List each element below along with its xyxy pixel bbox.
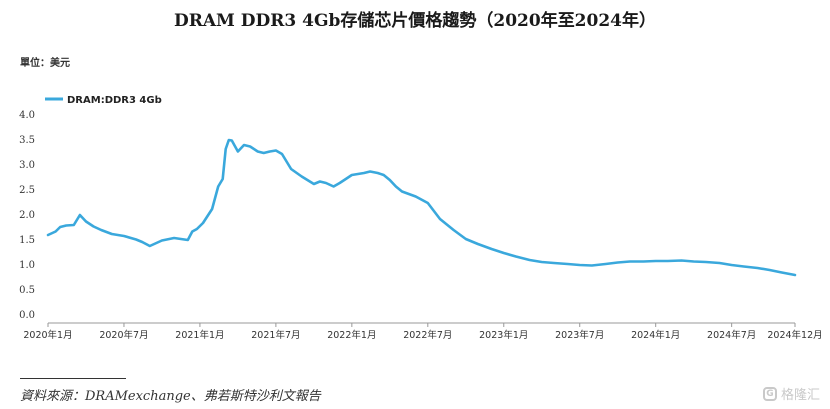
x-tick-label: 2022年1月: [327, 329, 376, 341]
y-tick-label: 2.5: [19, 185, 35, 196]
y-tick-label: 3.5: [19, 135, 35, 146]
y-tick-label: 3.0: [19, 160, 35, 171]
x-tick-label: 2023年1月: [479, 329, 528, 341]
x-tick-label: 2020年7月: [99, 329, 148, 341]
unit-label: 單位：美元: [20, 58, 70, 69]
watermark-text: 格隆汇: [780, 388, 820, 403]
watermark: G 格隆汇: [762, 384, 820, 403]
y-tick-label: 1.5: [19, 235, 35, 246]
x-tick-label: 2024年1月: [631, 329, 680, 341]
plot-area: [46, 138, 797, 277]
x-tick-label: 2021年7月: [251, 329, 300, 341]
y-tick-label: 2.0: [19, 210, 35, 221]
x-tick-label: 2023年7月: [555, 329, 604, 341]
source-note: 資料來源：DRAMexchange、弗若斯特沙利文報告: [20, 389, 321, 404]
y-tick-label: 1.0: [19, 260, 35, 271]
x-axis: 2020年1月 2020年7月 2021年1月 2021年7月 2022年1月 2022年…: [23, 322, 823, 341]
x-tick-label: 2020年1月: [23, 329, 72, 341]
x-tick-label: 2021年1月: [175, 329, 224, 341]
y-tick-label: 4.0: [19, 110, 35, 121]
y-axis: 0.0 0.5 1.0 1.5 2.0 2.5 3.0 3.5 4.0: [19, 110, 35, 321]
source-divider: [20, 378, 126, 379]
chart-title: DRAM DDR3 4Gb存儲芯片價格趨勢（2020年至2024年）: [173, 11, 657, 31]
legend-label: DRAM:DDR3 4Gb: [67, 95, 162, 106]
series-line: [46, 138, 797, 277]
x-tick-label: 2022年7月: [403, 329, 452, 341]
x-tick-label: 2024年7月: [707, 329, 756, 341]
legend: DRAM:DDR3 4Gb: [45, 95, 162, 106]
y-tick-label: 0.0: [19, 310, 35, 321]
y-tick-label: 0.5: [19, 285, 35, 296]
watermark-logo-icon: G: [762, 386, 777, 401]
x-tick-label: 2024年12月: [767, 329, 822, 341]
